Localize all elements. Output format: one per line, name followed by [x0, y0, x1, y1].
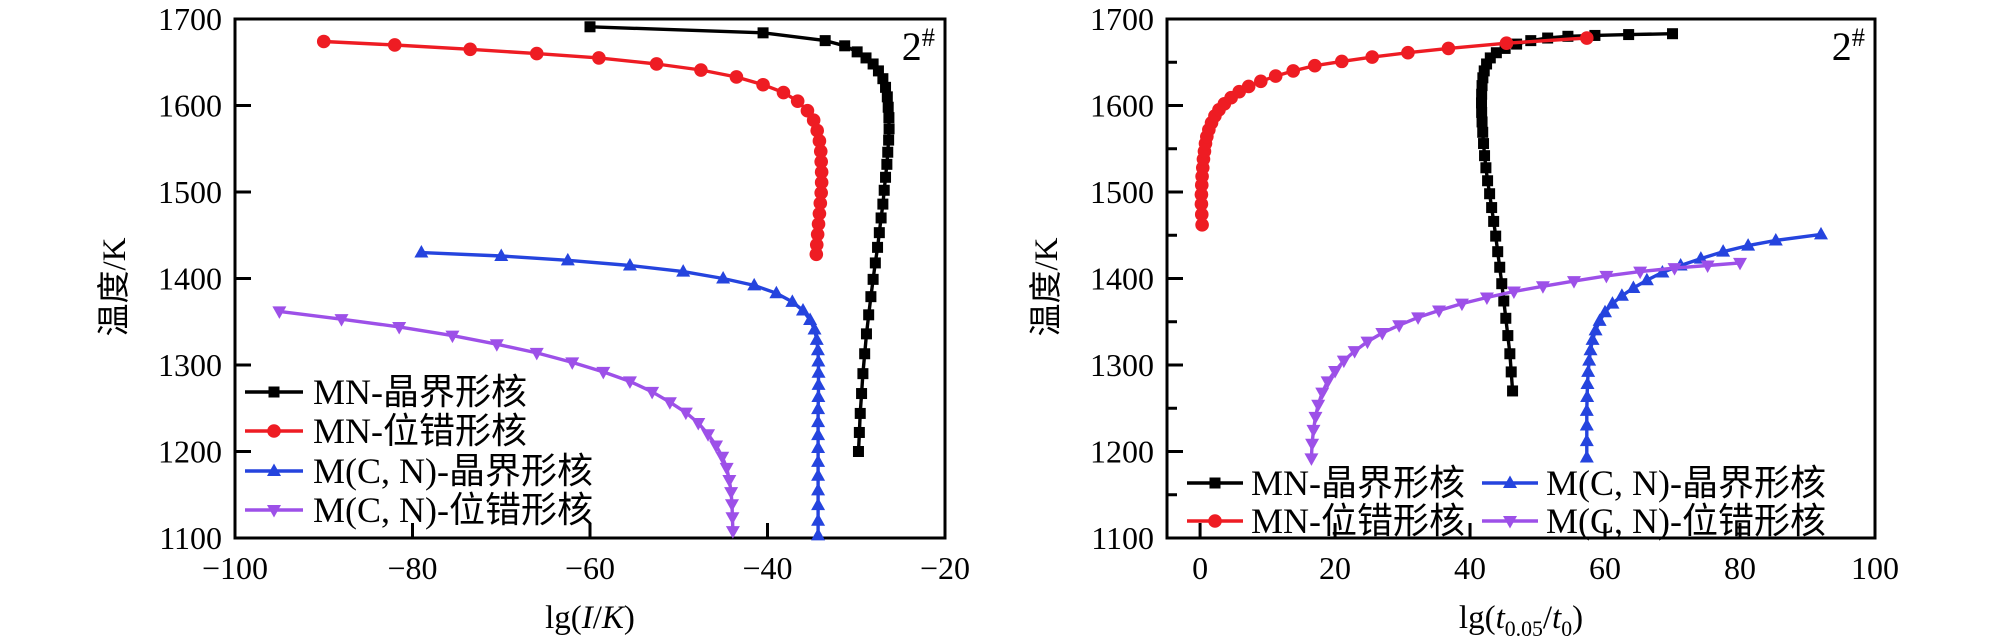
- series-mn-grain-boundary-markers: [1476, 28, 1679, 397]
- right-chart: 0 20 40 60 80 100 1100 1200 1300 1400 1500 1600 1700…: [1028, 1, 1899, 641]
- x-tick-label: 80: [1724, 550, 1756, 586]
- x-tick-label: 100: [1851, 550, 1899, 586]
- y-axis-label: 温度/K: [96, 237, 133, 336]
- legend-item-mn-grain-boundary: MN-晶界形核: [245, 372, 527, 412]
- legend-label: M(C, N)-位错形核: [1546, 501, 1826, 541]
- x-tick-label: 20: [1319, 550, 1351, 586]
- sample-id-annotation: 2#: [1832, 22, 1865, 69]
- x-tick-label: 60: [1589, 550, 1621, 586]
- legend-label: M(C, N)-晶界形核: [1546, 463, 1826, 503]
- series-mn-grain-boundary: [1476, 28, 1679, 397]
- y-tick-label: 1700: [1090, 1, 1154, 37]
- y-tick-label: 1200: [1090, 434, 1154, 470]
- plot-border: [233, 17, 947, 540]
- series-mn-dislocation-line: [323, 39, 824, 255]
- legend-item-mcn-grain-boundary: M(C, N)-晶界形核: [1482, 463, 1826, 503]
- x-tick-label: −60: [565, 550, 615, 586]
- series-mn-dislocation-line: [1199, 36, 1587, 225]
- series-mcn-grain-boundary: [414, 245, 826, 541]
- x-tick-label: 0: [1192, 550, 1208, 586]
- series-mcn-grain-boundary-line: [1585, 232, 1822, 458]
- y-tick-label: 1500: [1090, 174, 1154, 210]
- x-tick-label: −80: [387, 550, 437, 586]
- y-tick-label: 1400: [1090, 261, 1154, 297]
- legend-item-mn-dislocation: MN-位错形核: [245, 411, 527, 451]
- y-tick-label: 1100: [159, 520, 222, 556]
- legend-item-mcn-dislocation: M(C, N)-位错形核: [245, 490, 593, 530]
- y-tick-label: 1500: [158, 174, 222, 210]
- legend-item-mcn-dislocation: M(C, N)-位错形核: [1482, 501, 1826, 541]
- left-chart: −100 −80 −60 −40 −20 1100 1200 1300 1400 1500 1600…: [96, 1, 970, 636]
- plot-border: [1165, 17, 1877, 540]
- legend-item-mcn-grain-boundary: M(C, N)-晶界形核: [245, 451, 593, 491]
- series-mcn-dislocation: [1304, 257, 1748, 466]
- series-mcn-dislocation: [272, 306, 740, 539]
- series-mcn-grain-boundary-markers: [1579, 226, 1829, 463]
- x-axis-label: lg(I/K): [545, 600, 635, 636]
- x-axis-label: lg(t0.05/t0): [1459, 600, 1583, 641]
- series-mn-grain-boundary-line: [589, 25, 891, 452]
- series-mn-dislocation: [316, 34, 829, 262]
- series-mcn-dislocation-markers: [1304, 257, 1748, 466]
- y-tick-label: 1600: [158, 88, 222, 124]
- series-mcn-grain-boundary-markers: [414, 245, 826, 541]
- series-mn-dislocation-markers: [1194, 31, 1594, 232]
- series-mn-grain-boundary-markers: [584, 21, 895, 457]
- series-mn-dislocation: [1194, 31, 1594, 232]
- x-tick-label: −40: [742, 550, 792, 586]
- legend-item-mn-dislocation: MN-位错形核: [1187, 501, 1465, 541]
- y-tick-label: 1300: [1090, 347, 1154, 383]
- y-tick-label: 1600: [1090, 88, 1154, 124]
- legend-item-mn-grain-boundary: MN-晶界形核: [1187, 463, 1465, 503]
- series-mcn-dislocation-line: [279, 309, 735, 532]
- y-axis-label: 温度/K: [1028, 237, 1065, 336]
- ticks: [1168, 17, 1877, 540]
- series-mn-dislocation-markers: [316, 34, 829, 262]
- y-tick-label: 1100: [1091, 520, 1154, 556]
- series-mn-grain-boundary: [584, 21, 895, 457]
- legend-label: M(C, N)-晶界形核: [313, 451, 593, 491]
- legend-label: M(C, N)-位错形核: [313, 490, 593, 530]
- legend-label: MN-晶界形核: [313, 372, 527, 412]
- series-mcn-dislocation-line: [1309, 261, 1741, 459]
- x-tick-label: 40: [1454, 550, 1486, 586]
- legend-label: MN-晶界形核: [1251, 463, 1465, 503]
- y-tick-label: 1700: [158, 1, 222, 37]
- sample-id-annotation: 2#: [902, 22, 935, 69]
- y-tick-label: 1300: [158, 347, 222, 383]
- series-mcn-grain-boundary: [1579, 226, 1829, 463]
- legend-label: MN-位错形核: [313, 411, 527, 451]
- x-tick-label: −100: [202, 550, 268, 586]
- series-mcn-dislocation-markers: [272, 306, 740, 539]
- y-tick-label: 1200: [158, 434, 222, 470]
- legend-label: MN-位错形核: [1251, 501, 1465, 541]
- x-tick-label: −20: [920, 550, 970, 586]
- y-tick-label: 1400: [158, 261, 222, 297]
